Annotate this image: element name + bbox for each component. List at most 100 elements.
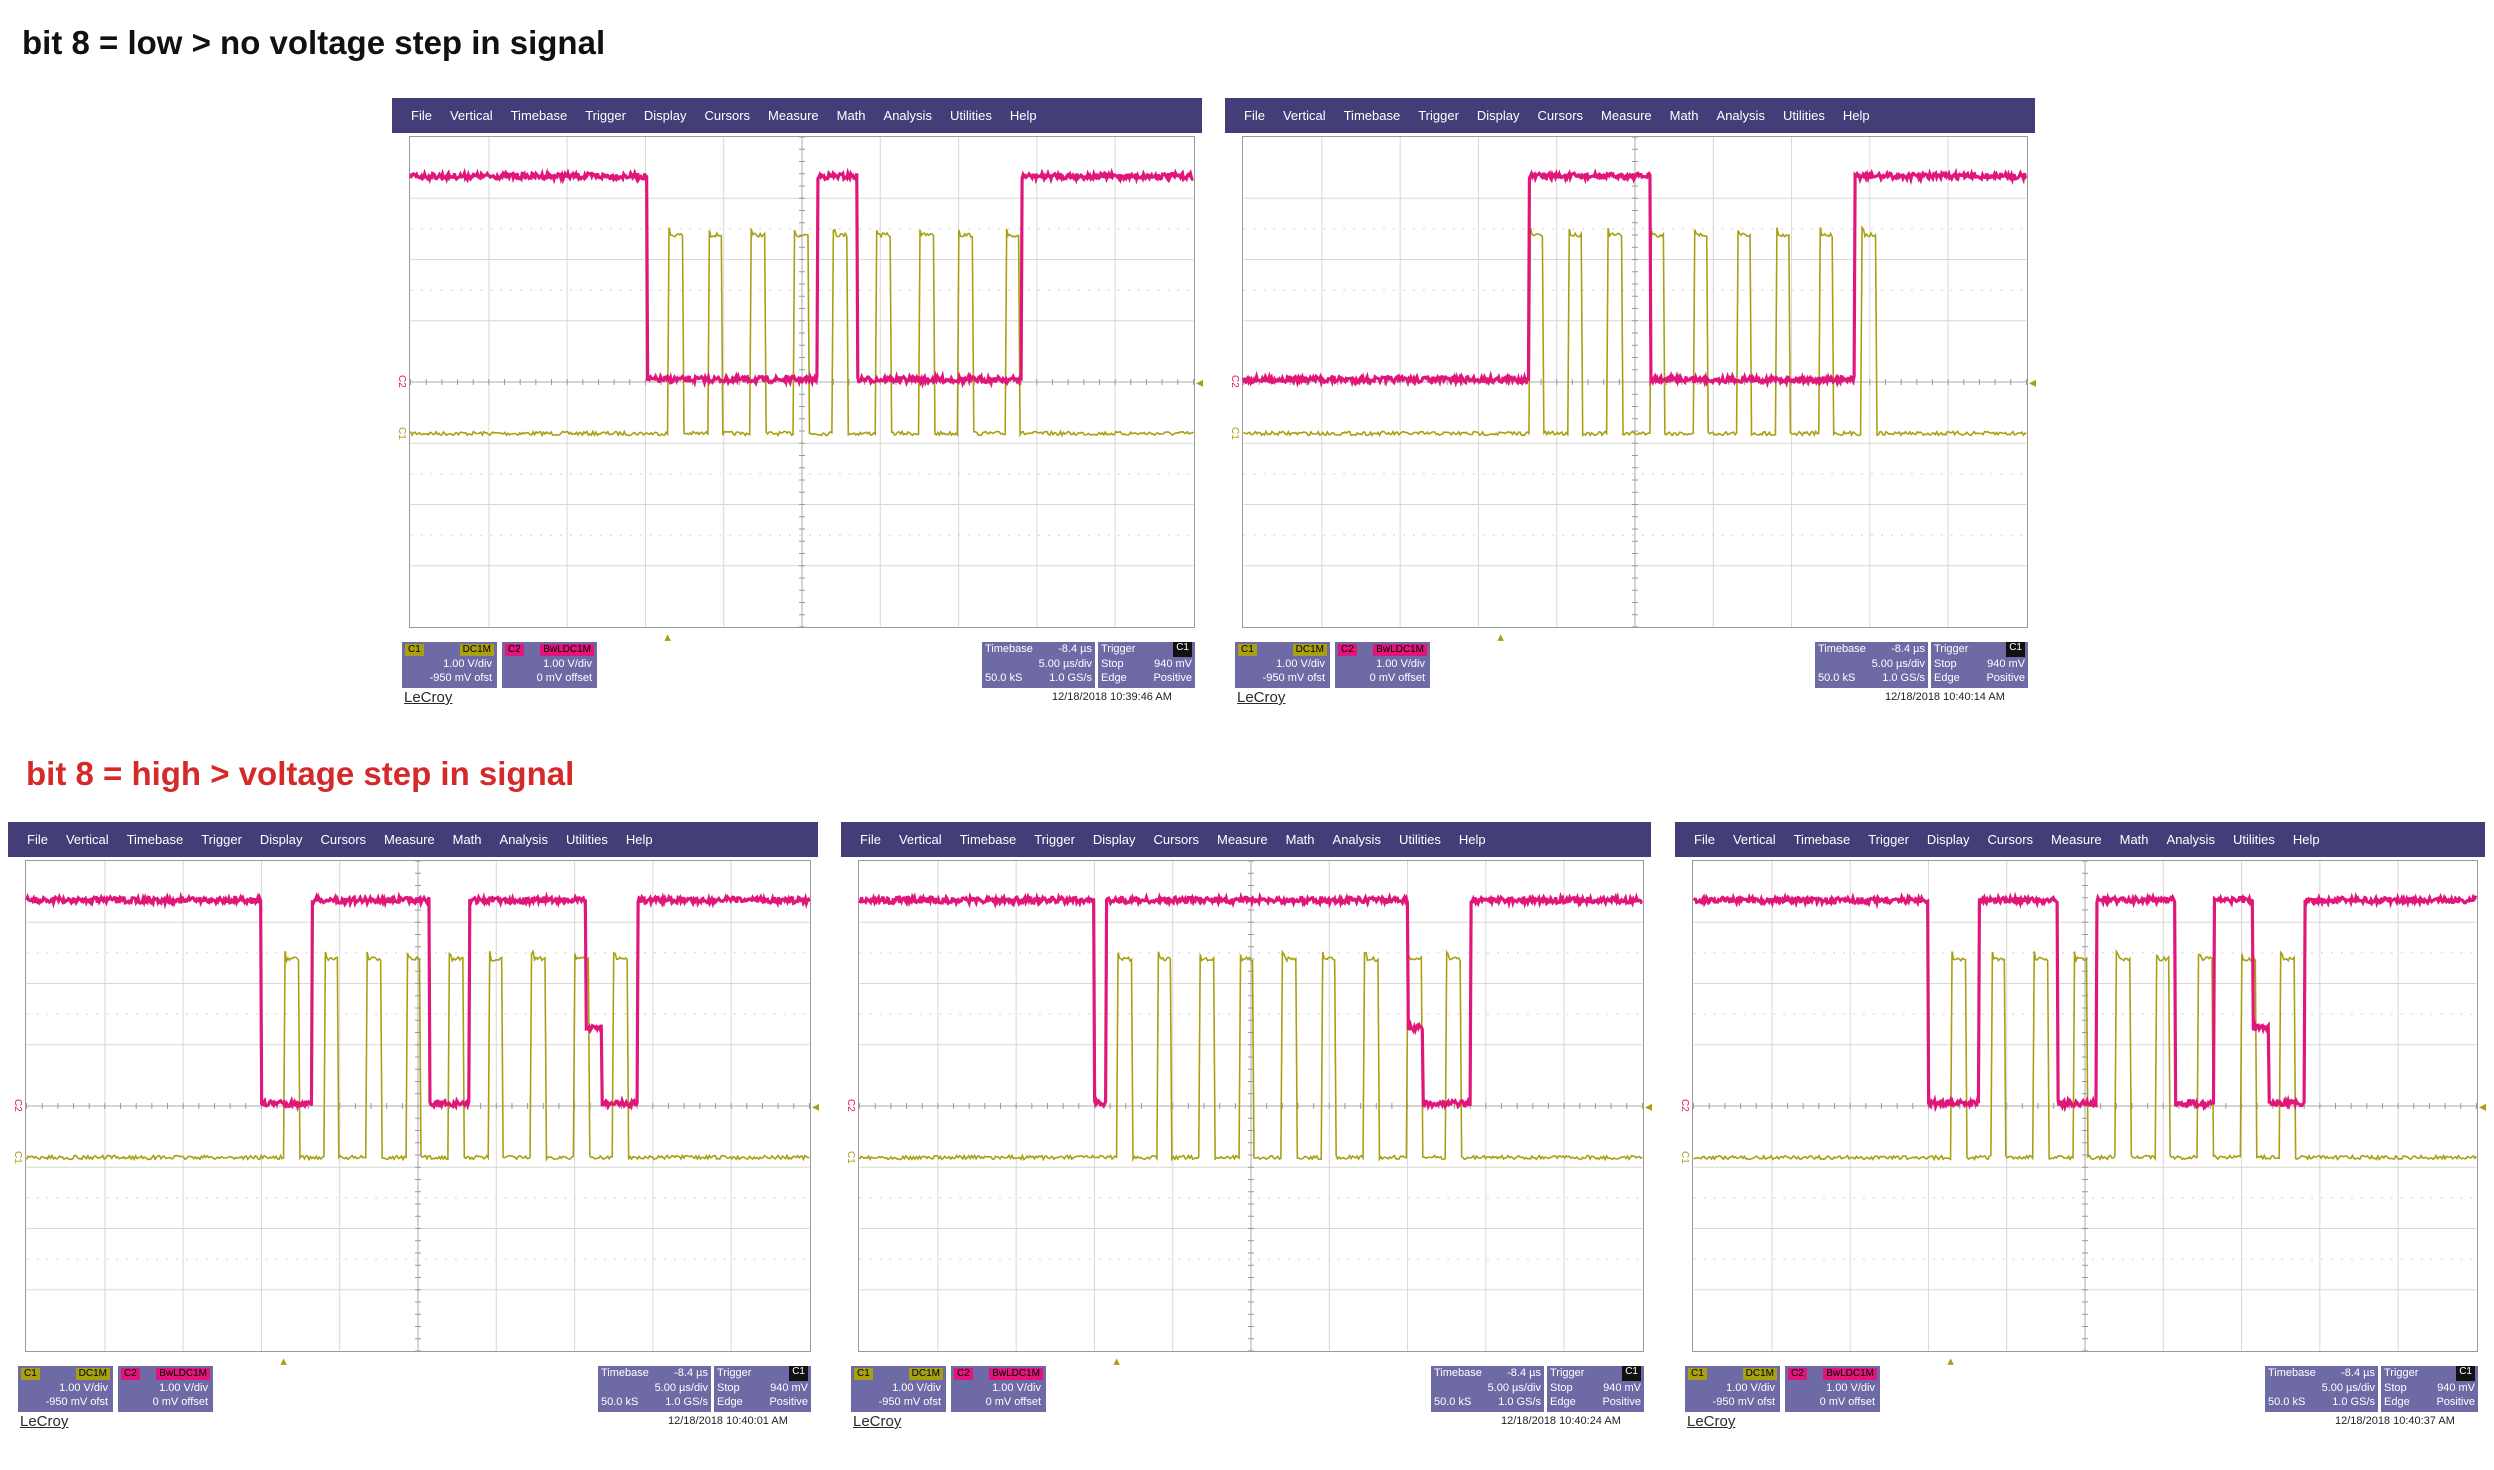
menu-item-cursors[interactable]: Cursors bbox=[704, 108, 751, 123]
menu-item-cursors[interactable]: Cursors bbox=[1153, 832, 1200, 847]
menu-item-cursors[interactable]: Cursors bbox=[320, 832, 367, 847]
timebase-rate: 1.0 GS/s bbox=[665, 1396, 708, 1408]
menu-item-timebase[interactable]: Timebase bbox=[1793, 832, 1851, 847]
trigger-channel: C1 bbox=[1622, 1366, 1641, 1381]
menu-item-vertical[interactable]: Vertical bbox=[898, 832, 942, 847]
menu-item-help[interactable]: Help bbox=[625, 832, 653, 847]
menu-item-display[interactable]: Display bbox=[1092, 832, 1136, 847]
menu-item-help[interactable]: Help bbox=[1009, 108, 1037, 123]
channel2-info-box[interactable]: C2 BwLDC1M 1.00 V/div 0 mV offset bbox=[1335, 642, 1430, 688]
menu-item-measure[interactable]: Measure bbox=[1601, 108, 1652, 123]
trigger-info-box[interactable]: Trigger C1 Stop 940 mV Edge Positive bbox=[2381, 1366, 2478, 1412]
channel2-info-box[interactable]: C2 BwLDC1M 1.00 V/div 0 mV offset bbox=[118, 1366, 213, 1412]
channel1-info-box[interactable]: C1 DC1M 1.00 V/div -950 mV ofst bbox=[18, 1366, 113, 1412]
timebase-info-box[interactable]: Timebase -8.4 µs 5.00 µs/div 50.0 kS 1.0 GS/… bbox=[1815, 642, 1928, 688]
channel2-info-box[interactable]: C2 BwLDC1M 1.00 V/div 0 mV offset bbox=[951, 1366, 1046, 1412]
trigger-info-box[interactable]: Trigger C1 Stop 940 mV Edge Positive bbox=[714, 1366, 811, 1412]
trigger-slope: Positive bbox=[1602, 1396, 1641, 1408]
menu-item-display[interactable]: Display bbox=[259, 832, 303, 847]
oscilloscope-screenshot: File Vertical Timebase Trigger Display Cursor… bbox=[8, 822, 819, 1432]
menu-item-display[interactable]: Display bbox=[1476, 108, 1520, 123]
trigger-info-box[interactable]: Trigger C1 Stop 940 mV Edge Positive bbox=[1547, 1366, 1644, 1412]
menu-item-cursors[interactable]: Cursors bbox=[1987, 832, 2034, 847]
trigger-position-icon: ▴ bbox=[1947, 1353, 1954, 1368]
channel1-info-box[interactable]: C1 DC1M 1.00 V/div -950 mV ofst bbox=[402, 642, 497, 688]
menu-item-trigger[interactable]: Trigger bbox=[1418, 108, 1459, 123]
trigger-label: Trigger bbox=[2384, 1367, 2419, 1379]
menu-item-vertical[interactable]: Vertical bbox=[1732, 832, 1776, 847]
lecroy-logo: LeCroy bbox=[1237, 689, 1286, 706]
menu-item-trigger[interactable]: Trigger bbox=[1034, 832, 1075, 847]
menu-item-utilities[interactable]: Utilities bbox=[565, 832, 608, 847]
menu-item-timebase[interactable]: Timebase bbox=[1343, 108, 1401, 123]
menu-item-file[interactable]: File bbox=[860, 832, 881, 847]
menu-item-file[interactable]: File bbox=[411, 108, 432, 123]
timebase-label: Timebase bbox=[601, 1367, 649, 1379]
menu-item-math[interactable]: Math bbox=[1669, 108, 1699, 123]
menu-item-math[interactable]: Math bbox=[1285, 832, 1315, 847]
menu-item-utilities[interactable]: Utilities bbox=[949, 108, 992, 123]
channel1-coupling: DC1M bbox=[908, 1367, 943, 1380]
channel2-info-box[interactable]: C2 BwLDC1M 1.00 V/div 0 mV offset bbox=[502, 642, 597, 688]
menu-item-math[interactable]: Math bbox=[2119, 832, 2149, 847]
menu-item-math[interactable]: Math bbox=[836, 108, 866, 123]
timebase-info-box[interactable]: Timebase -8.4 µs 5.00 µs/div 50.0 kS 1.0 GS/… bbox=[982, 642, 1095, 688]
menu-item-vertical[interactable]: Vertical bbox=[449, 108, 493, 123]
channel2-trace bbox=[25, 891, 811, 1112]
channel1-offset: -950 mV ofst bbox=[1712, 1396, 1775, 1408]
trigger-info-box[interactable]: Trigger C1 Stop 940 mV Edge Positive bbox=[1098, 642, 1195, 688]
info-panel: C1 DC1M 1.00 V/div -950 mV ofst C2 BwLDC1M 1.0… bbox=[841, 1366, 1651, 1436]
trigger-channel: C1 bbox=[1173, 642, 1192, 657]
channel1-marker: C1 bbox=[1229, 426, 1240, 440]
channel1-offset: -950 mV ofst bbox=[1262, 672, 1325, 684]
timebase-label: Timebase bbox=[1434, 1367, 1482, 1379]
menu-item-vertical[interactable]: Vertical bbox=[1282, 108, 1326, 123]
menu-item-timebase[interactable]: Timebase bbox=[959, 832, 1017, 847]
trigger-type: Edge bbox=[2384, 1396, 2410, 1408]
menu-item-help[interactable]: Help bbox=[1842, 108, 1870, 123]
channel2-coupling: DC1M bbox=[1845, 1367, 1874, 1379]
menu-item-help[interactable]: Help bbox=[1458, 832, 1486, 847]
menu-item-utilities[interactable]: Utilities bbox=[2232, 832, 2275, 847]
menu-item-display[interactable]: Display bbox=[643, 108, 687, 123]
menu-item-analysis[interactable]: Analysis bbox=[499, 832, 548, 847]
menu-item-trigger[interactable]: Trigger bbox=[585, 108, 626, 123]
menu-item-measure[interactable]: Measure bbox=[2051, 832, 2102, 847]
menu-item-analysis[interactable]: Analysis bbox=[883, 108, 932, 123]
timebase-info-box[interactable]: Timebase -8.4 µs 5.00 µs/div 50.0 kS 1.0 GS/… bbox=[1431, 1366, 1544, 1412]
menu-item-timebase[interactable]: Timebase bbox=[510, 108, 568, 123]
timebase-per-div: 5.00 µs/div bbox=[654, 1382, 708, 1394]
menu-item-utilities[interactable]: Utilities bbox=[1782, 108, 1825, 123]
channel2-marker: C2 bbox=[396, 375, 407, 388]
menu-item-analysis[interactable]: Analysis bbox=[1332, 832, 1381, 847]
trigger-info-box[interactable]: Trigger C1 Stop 940 mV Edge Positive bbox=[1931, 642, 2028, 688]
menu-item-utilities[interactable]: Utilities bbox=[1398, 832, 1441, 847]
channel2-name: C2 bbox=[121, 1367, 140, 1380]
menu-item-measure[interactable]: Measure bbox=[768, 108, 819, 123]
menu-item-timebase[interactable]: Timebase bbox=[126, 832, 184, 847]
menu-item-trigger[interactable]: Trigger bbox=[1868, 832, 1909, 847]
menu-item-file[interactable]: File bbox=[1244, 108, 1265, 123]
channel1-offset: -950 mV ofst bbox=[429, 672, 492, 684]
menu-item-trigger[interactable]: Trigger bbox=[201, 832, 242, 847]
channel1-info-box[interactable]: C1 DC1M 1.00 V/div -950 mV ofst bbox=[1235, 642, 1330, 688]
menu-item-help[interactable]: Help bbox=[2292, 832, 2320, 847]
timebase-info-box[interactable]: Timebase -8.4 µs 5.00 µs/div 50.0 kS 1.0 GS/… bbox=[2265, 1366, 2378, 1412]
channel1-info-box[interactable]: C1 DC1M 1.00 V/div -950 mV ofst bbox=[851, 1366, 946, 1412]
channel2-info-box[interactable]: C2 BwLDC1M 1.00 V/div 0 mV offset bbox=[1785, 1366, 1880, 1412]
trigger-mode: Stop bbox=[1550, 1382, 1573, 1394]
menu-item-analysis[interactable]: Analysis bbox=[1716, 108, 1765, 123]
menu-item-math[interactable]: Math bbox=[452, 832, 482, 847]
menu-item-file[interactable]: File bbox=[27, 832, 48, 847]
menu-item-display[interactable]: Display bbox=[1926, 832, 1970, 847]
channel2-coupling: DC1M bbox=[562, 643, 591, 655]
channel1-name: C1 bbox=[1688, 1367, 1707, 1380]
channel1-info-box[interactable]: C1 DC1M 1.00 V/div -950 mV ofst bbox=[1685, 1366, 1780, 1412]
menu-item-file[interactable]: File bbox=[1694, 832, 1715, 847]
timebase-info-box[interactable]: Timebase -8.4 µs 5.00 µs/div 50.0 kS 1.0 GS/… bbox=[598, 1366, 711, 1412]
menu-item-measure[interactable]: Measure bbox=[1217, 832, 1268, 847]
menu-item-cursors[interactable]: Cursors bbox=[1537, 108, 1584, 123]
menu-item-measure[interactable]: Measure bbox=[384, 832, 435, 847]
menu-item-vertical[interactable]: Vertical bbox=[65, 832, 109, 847]
menu-item-analysis[interactable]: Analysis bbox=[2166, 832, 2215, 847]
